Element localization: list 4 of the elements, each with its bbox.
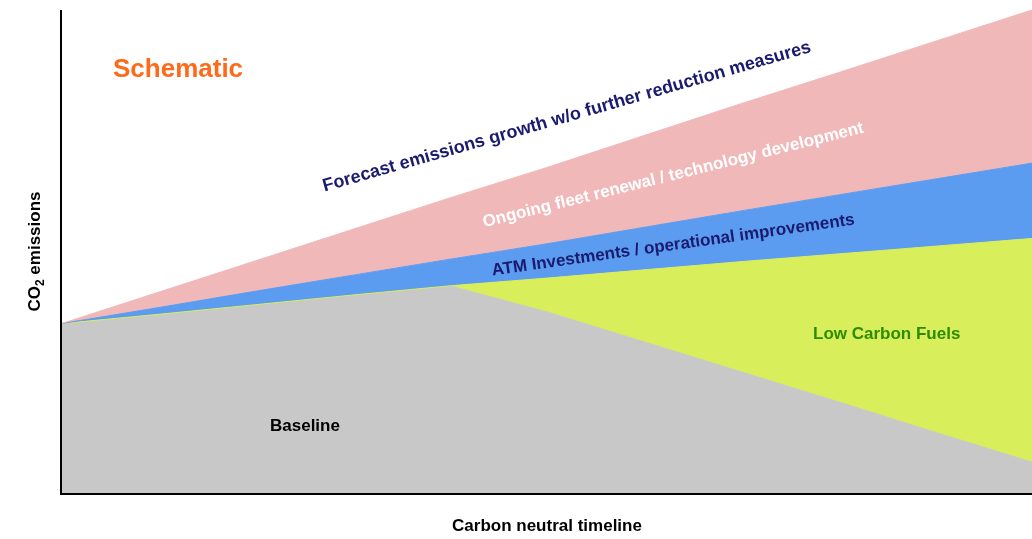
- series-label: Low Carbon Fuels: [813, 324, 961, 343]
- series-label: Baseline: [270, 416, 340, 435]
- x-axis-title: Carbon neutral timeline: [452, 515, 642, 535]
- annotation: Schematic: [113, 53, 244, 83]
